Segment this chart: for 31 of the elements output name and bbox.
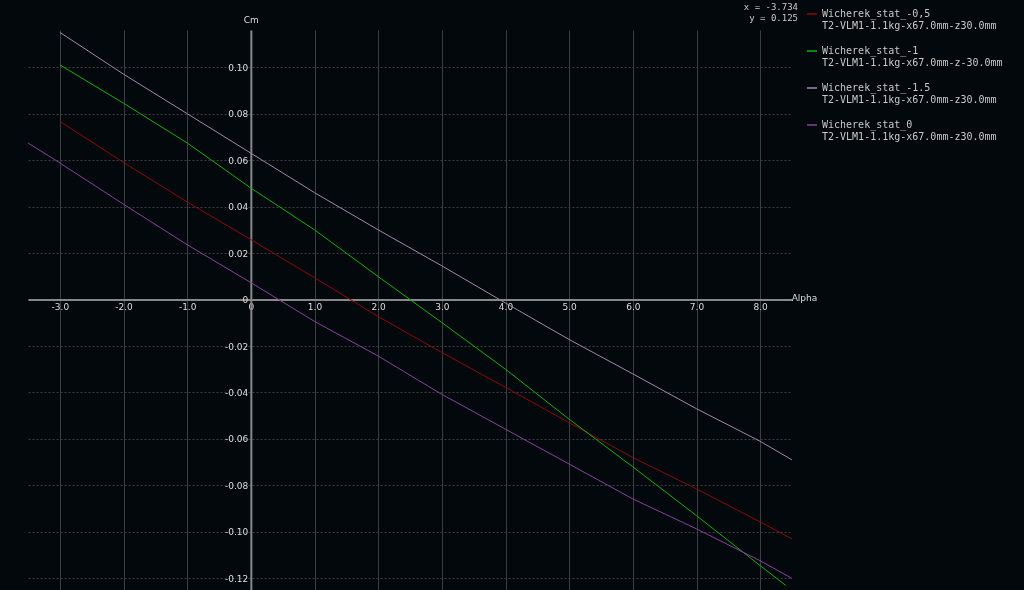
x-tick-label: 7.0 xyxy=(689,302,705,313)
y-tick-label: 0 xyxy=(242,295,249,306)
x-tick-label: 5.0 xyxy=(562,302,578,313)
x-tick-label: -3.0 xyxy=(51,302,70,313)
y-tick-label: -0.12 xyxy=(225,573,249,584)
y-tick-label: 0.10 xyxy=(228,62,249,73)
y-tick-label: -0.10 xyxy=(225,527,249,538)
legend-label: Wicherek_stat_-1 T2-VLM1-1.1kg-x67.0mm-z-30.0mm xyxy=(822,45,1003,68)
y-tick-label: 0.04 xyxy=(228,202,249,213)
x-axis-title: Alpha xyxy=(791,293,818,304)
x-tick-label: 2.0 xyxy=(371,302,387,313)
y-tick-label: 0.06 xyxy=(228,155,249,166)
y-tick-label: 0.02 xyxy=(228,248,249,259)
y-tick-label: -0.06 xyxy=(225,434,249,445)
text: x = -3.734 xyxy=(743,2,798,12)
y-tick-label: -0.04 xyxy=(225,387,249,398)
y-axis-title: Cm xyxy=(243,14,259,25)
x-tick-label: 6.0 xyxy=(626,302,641,313)
x-tick-label: 3.0 xyxy=(435,302,450,313)
x-tick-label: 8.0 xyxy=(753,302,769,313)
y-tick-label: 0.08 xyxy=(228,109,249,120)
x-tick-label: -1.0 xyxy=(178,302,197,313)
text: y = 0.125 xyxy=(749,13,798,23)
x-tick-label: 4.0 xyxy=(498,302,514,313)
legend-label: Wicherek_stat_-1.5 T2-VLM1-1.1kg-x67.0mm-z30.0mm xyxy=(822,82,997,105)
y-tick-label: -0.08 xyxy=(225,480,249,491)
y-tick-label: -0.02 xyxy=(225,341,249,352)
legend-label: Wicherek_stat_0 T2-VLM1-1.1kg-x67.0mm-z30.0mm xyxy=(822,119,997,142)
x-tick-label: 1.0 xyxy=(307,302,323,313)
legend-label: Wicherek_stat_-0,5 T2-VLM1-1.1kg-x67.0mm-z30.0mm xyxy=(822,8,997,31)
x-tick-label: -2.0 xyxy=(115,302,134,313)
